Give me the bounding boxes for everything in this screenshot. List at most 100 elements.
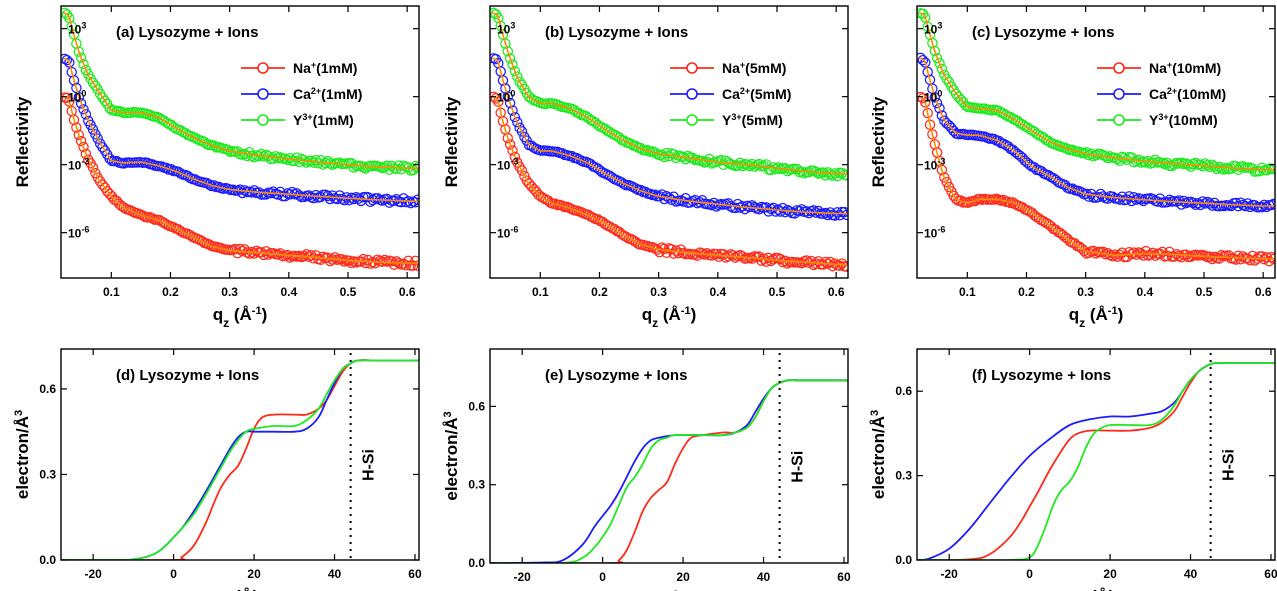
data-point — [118, 202, 130, 213]
legend-marker — [257, 88, 269, 100]
legend-charge: 3+ — [1158, 112, 1168, 122]
data-point — [73, 129, 85, 141]
x-axis-title-text: z (Å) — [222, 587, 259, 591]
data-point — [407, 260, 419, 271]
x-tick-label: 0.1 — [959, 285, 976, 299]
data-point — [557, 200, 568, 212]
y-tick-label: 10-6 — [497, 225, 518, 241]
y-tick-label: 10-3 — [68, 157, 89, 173]
y-tick-label: 103 — [497, 21, 515, 37]
data-point — [924, 119, 936, 130]
data-point — [64, 57, 75, 68]
legend-marker — [1113, 62, 1125, 74]
tick-base: 10 — [68, 227, 82, 241]
x-axis-title: z (Å) — [1078, 587, 1115, 591]
y-axis-title: electron/Å3 — [13, 410, 32, 499]
y-axis-title-sup: 3 — [13, 410, 25, 416]
data-point — [820, 170, 831, 181]
tick-base: 10 — [497, 23, 511, 37]
x-axis-title: qz (Å-1) — [1069, 305, 1124, 330]
data-point — [66, 21, 77, 32]
y-tick-label: 0.3 — [39, 467, 56, 481]
tick-exponent: 3 — [937, 21, 942, 31]
legend-label: Y3+(5mM) — [722, 112, 783, 128]
legend-conc: (5mM) — [745, 60, 786, 76]
y-tick-label: 0.3 — [468, 478, 485, 492]
y-tick-label: 103 — [68, 21, 86, 37]
legend-ion: Ca — [1149, 86, 1167, 102]
data-point — [931, 52, 943, 64]
data-point — [504, 139, 516, 150]
legend-marker — [1113, 88, 1125, 100]
x-tick-label: 20 — [1103, 567, 1117, 581]
data-point — [711, 201, 722, 212]
y-axis-title: Reflectivity — [442, 96, 461, 187]
data-point — [73, 46, 85, 57]
x-axis-title-close: ) — [262, 305, 268, 324]
data-point — [929, 92, 941, 103]
h-si-label: H-Si — [790, 451, 807, 483]
tick-exponent: -3 — [510, 157, 518, 167]
panel-title: (f) Lysozyme + Ions — [972, 367, 1111, 384]
plot-frame — [489, 348, 849, 564]
data-point — [576, 206, 587, 218]
density-line-y — [61, 359, 419, 560]
data-point — [587, 212, 599, 223]
data-point — [161, 117, 172, 128]
x-axis-title-sub: z — [652, 316, 658, 330]
legend-conc: (1mM) — [313, 112, 354, 128]
fit-line — [919, 12, 1275, 171]
data-point — [661, 147, 672, 159]
data-point — [1242, 198, 1253, 209]
density-line-y — [490, 379, 848, 563]
data-point — [75, 98, 87, 109]
x-axis-title-sub: z — [1079, 316, 1085, 330]
data-point — [715, 154, 727, 166]
data-point — [504, 53, 516, 64]
data-point — [71, 122, 82, 133]
legend-conc: (10mM) — [1169, 112, 1218, 128]
data-point — [689, 194, 701, 206]
x-tick-label: 0.2 — [1018, 285, 1035, 299]
legend: Na+(1mM)Ca2+(1mM)Y3+(1mM) — [241, 60, 362, 128]
data-point — [208, 140, 220, 151]
density-line-y — [917, 361, 1275, 560]
data-point — [920, 12, 931, 23]
tick-base: 10 — [497, 91, 511, 105]
data-point — [507, 145, 518, 156]
x-axis-title-unit: (Å — [658, 305, 681, 324]
data-point — [1206, 253, 1218, 265]
panel-title: (e) Lysozyme + Ions — [545, 367, 687, 384]
y-tick-label: 0.6 — [895, 384, 912, 398]
x-axis-title: qz (Å-1) — [213, 305, 268, 330]
data-point — [841, 170, 848, 181]
legend-conc: (10mM) — [1172, 60, 1221, 76]
data-point — [301, 157, 312, 168]
tick-exponent: 3 — [510, 21, 515, 31]
data-point — [175, 225, 186, 237]
x-axis-title-text: z (Å) — [1078, 587, 1115, 591]
fit-line — [63, 12, 419, 169]
y-axis-title: Reflectivity — [869, 96, 888, 187]
data-point — [576, 155, 587, 166]
x-tick-label: 60 — [837, 570, 851, 584]
legend-label: Ca2+(1mM) — [293, 86, 362, 102]
legend-marker — [1113, 114, 1125, 126]
x-axis-title: z (Å) — [222, 587, 259, 591]
data-point — [78, 141, 89, 153]
data-point — [936, 63, 948, 75]
x-axis-title-text: q — [1069, 305, 1079, 324]
x-tick-label: 20 — [676, 570, 690, 584]
data-point — [386, 256, 397, 267]
y-axis-title: electron/Å3 — [442, 411, 461, 500]
data-point — [500, 83, 511, 94]
x-tick-label: 0.5 — [340, 285, 357, 299]
y-axis-title-text: electron/Å — [442, 417, 461, 500]
y-axis-title: Reflectivity — [13, 96, 32, 187]
data-point — [834, 260, 845, 271]
data-point — [934, 103, 945, 114]
data-point — [929, 45, 941, 57]
tick-exponent: 0 — [510, 89, 515, 99]
x-tick-label: 0.2 — [162, 285, 179, 299]
tick-exponent: -3 — [81, 157, 89, 167]
